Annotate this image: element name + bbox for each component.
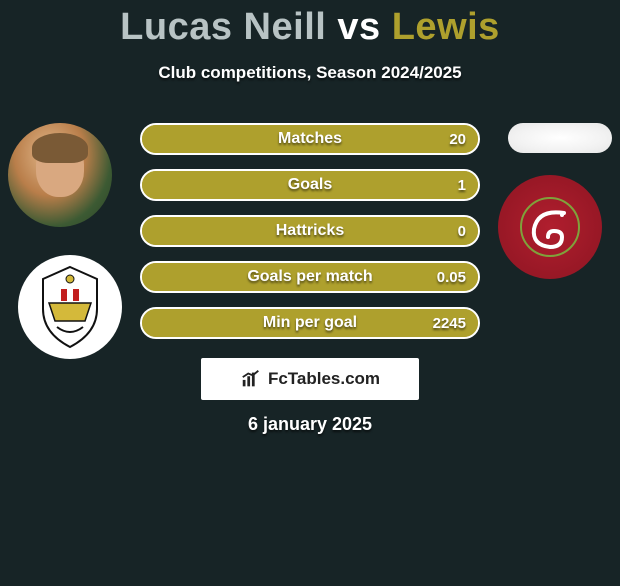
player2-club-badge (498, 175, 602, 279)
shrimp-icon (520, 197, 580, 257)
player1-avatar (8, 123, 112, 227)
bar-value: 20 (449, 125, 466, 153)
bar-value: 0 (458, 217, 466, 245)
stat-bar: Hattricks 0 (140, 215, 480, 247)
brand-text: FcTables.com (268, 369, 380, 389)
bar-label: Matches (142, 125, 478, 153)
bar-value: 2245 (433, 309, 466, 337)
bar-label: Goals per match (142, 263, 478, 291)
subtitle-text: Club competitions, Season 2024/2025 (0, 63, 620, 83)
player2-avatar (508, 123, 612, 153)
brand-badge[interactable]: FcTables.com (201, 358, 419, 400)
bar-value: 0.05 (437, 263, 466, 291)
title-vs: vs (337, 6, 380, 48)
page-title: Lucas Neill vs Lewis (0, 6, 620, 49)
player1-club-badge (18, 255, 122, 359)
date-text: 6 january 2025 (0, 414, 620, 435)
club-crest-icon (35, 265, 105, 349)
stat-bar: Min per goal 2245 (140, 307, 480, 339)
stat-bars: Matches 20 Goals 1 Hattricks 0 Goals per… (140, 123, 480, 353)
stat-bar: Goals 1 (140, 169, 480, 201)
stat-bar: Goals per match 0.05 (140, 261, 480, 293)
title-player1: Lucas Neill (120, 6, 326, 48)
chart-icon (240, 368, 262, 390)
stat-bar: Matches 20 (140, 123, 480, 155)
title-player2: Lewis (392, 6, 500, 48)
bar-label: Goals (142, 171, 478, 199)
bar-label: Min per goal (142, 309, 478, 337)
bar-value: 1 (458, 171, 466, 199)
bar-label: Hattricks (142, 217, 478, 245)
